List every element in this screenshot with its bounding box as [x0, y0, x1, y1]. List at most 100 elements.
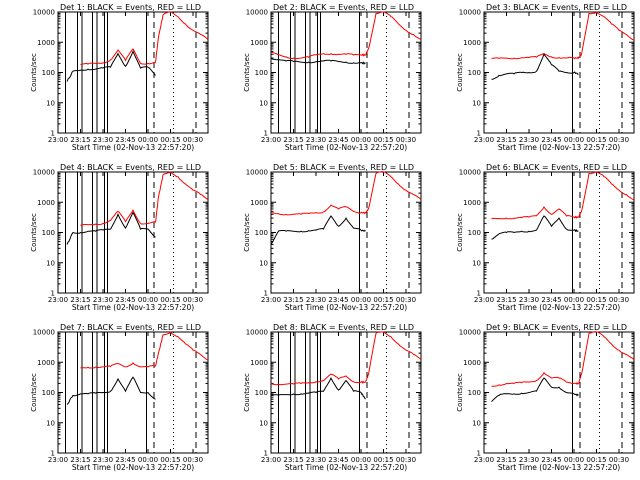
events-series-line	[66, 211, 156, 245]
x-tick-label: 00:15	[373, 456, 393, 464]
y-tick-label: 10	[472, 99, 481, 107]
y-tick-label: 10	[259, 419, 268, 427]
y-tick-label: 10000	[246, 9, 268, 17]
x-tick-label: 23:30	[306, 456, 326, 464]
panel-8: Det 8: BLACK = Events, RED = LLD 23:00 23:…	[243, 323, 422, 472]
x-tick-label: 23:15	[496, 296, 516, 304]
x-tick-label: 23:30	[306, 136, 326, 144]
y-tick-label: 10	[46, 259, 55, 267]
x-tick-label: 23:15	[70, 136, 90, 144]
x-tick-label: 23:30	[519, 136, 539, 144]
x-tick-label: 00:30	[396, 296, 416, 304]
y-tick-label: 1000	[463, 39, 481, 47]
x-tick-label: 23:15	[283, 136, 303, 144]
lld-series-line	[80, 171, 209, 226]
y-tick-label: 10	[46, 419, 55, 427]
panel-title: Det 4: BLACK = Events, RED = LLD	[60, 163, 201, 172]
x-tick-label: 00:15	[160, 296, 180, 304]
lld-series-line	[491, 171, 635, 220]
y-tick-label: 10	[46, 99, 55, 107]
y-tick-label: 1	[477, 290, 481, 298]
x-axis-label: Start Time (02-Nov-13 22:57:20)	[285, 303, 407, 312]
x-tick-label: 23:00	[261, 456, 281, 464]
y-tick-label: 10	[472, 259, 481, 267]
y-tick-label: 100	[468, 229, 481, 237]
lld-series-line	[80, 11, 209, 66]
x-tick-label: 00:30	[609, 456, 629, 464]
x-tick-label: 00:30	[609, 136, 629, 144]
y-tick-label: 1	[51, 130, 55, 138]
x-tick-label: 23:00	[48, 136, 68, 144]
y-axis-label: Counts/sec	[30, 53, 38, 92]
y-axis-label: Counts/sec	[456, 373, 464, 412]
panel-title: Det 8: BLACK = Events, RED = LLD	[273, 323, 414, 332]
x-axis-label: Start Time (02-Nov-13 22:57:20)	[72, 463, 194, 472]
y-tick-label: 1	[264, 450, 268, 458]
x-tick-label: 00:30	[183, 136, 203, 144]
y-tick-label: 1	[477, 130, 481, 138]
y-axis-label: Counts/sec	[456, 53, 464, 92]
x-tick-label: 23:00	[474, 136, 494, 144]
events-series-line	[66, 376, 156, 405]
x-tick-label: 23:15	[496, 456, 516, 464]
y-tick-label: 1000	[250, 199, 268, 207]
plot-frame	[270, 11, 422, 134]
y-axis-label: Counts/sec	[30, 373, 38, 412]
x-tick-label: 00:00	[138, 456, 158, 464]
x-tick-label: 23:00	[474, 296, 494, 304]
x-tick-label: 23:30	[93, 296, 113, 304]
x-axis-label: Start Time (02-Nov-13 22:57:20)	[285, 463, 407, 472]
plot-frame	[483, 11, 635, 134]
y-tick-label: 100	[255, 229, 268, 237]
panel-title: Det 6: BLACK = Events, RED = LLD	[486, 163, 627, 172]
y-tick-label: 10000	[33, 169, 55, 177]
x-tick-label: 00:00	[138, 296, 158, 304]
x-tick-label: 23:15	[70, 456, 90, 464]
y-tick-label: 100	[468, 389, 481, 397]
lld-series-line	[270, 331, 422, 386]
y-axis-label: Counts/sec	[243, 53, 251, 92]
y-axis-label: Counts/sec	[456, 213, 464, 252]
y-tick-label: 10	[259, 259, 268, 267]
plot-frame	[270, 171, 422, 294]
x-tick-label: 00:00	[564, 456, 584, 464]
x-axis-label: Start Time (02-Nov-13 22:57:20)	[498, 463, 620, 472]
y-tick-label: 10	[259, 99, 268, 107]
y-tick-label: 10000	[459, 329, 481, 337]
events-series-line	[491, 53, 579, 80]
x-tick-label: 00:15	[160, 136, 180, 144]
x-tick-label: 23:45	[115, 456, 135, 464]
y-axis-label: Counts/sec	[243, 213, 251, 252]
x-tick-label: 23:30	[519, 296, 539, 304]
y-tick-label: 1	[51, 450, 55, 458]
x-tick-label: 23:00	[261, 296, 281, 304]
y-tick-label: 1	[264, 290, 268, 298]
x-tick-label: 00:00	[564, 296, 584, 304]
y-axis-label: Counts/sec	[30, 213, 38, 252]
plot-frame	[57, 11, 209, 134]
panel-title: Det 1: BLACK = Events, RED = LLD	[60, 3, 201, 12]
x-tick-label: 23:15	[496, 136, 516, 144]
x-tick-label: 23:15	[70, 296, 90, 304]
y-tick-label: 100	[255, 389, 268, 397]
x-tick-label: 00:00	[138, 136, 158, 144]
x-tick-label: 23:00	[48, 456, 68, 464]
x-tick-label: 00:30	[396, 136, 416, 144]
lld-series-line	[271, 170, 422, 216]
x-tick-label: 23:00	[474, 456, 494, 464]
x-tick-label: 23:30	[306, 296, 326, 304]
x-tick-label: 00:15	[586, 136, 606, 144]
x-tick-label: 00:30	[183, 456, 203, 464]
x-tick-label: 23:30	[93, 136, 113, 144]
x-tick-label: 00:15	[160, 456, 180, 464]
x-tick-label: 00:00	[351, 296, 371, 304]
plot-frame	[57, 331, 209, 454]
x-tick-label: 00:00	[351, 136, 371, 144]
